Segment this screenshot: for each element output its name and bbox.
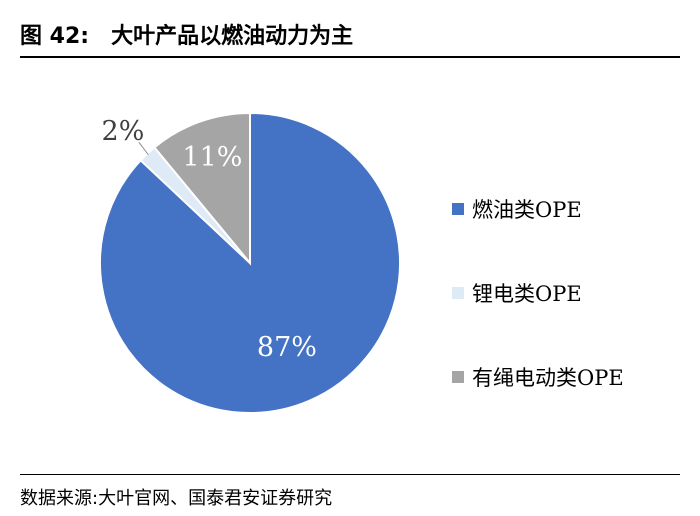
legend-item-fuel: 燃油类OPE [452,194,582,224]
chart-legend: 燃油类OPE 锂电类OPE 有绳电动类OPE [452,0,692,516]
legend-swatch-lithium [452,287,464,299]
legend-label-lithium: 锂电类OPE [472,282,582,306]
figure-title: 大叶产品以燃油动力为主 [111,24,354,49]
legend-label-corded: 有绳电动类OPE [472,366,624,390]
legend-swatch-fuel [452,203,464,215]
legend-label-fuel: 燃油类OPE [472,198,582,222]
figure-label: 图 42: [20,24,90,49]
source-divider [20,474,680,475]
legend-swatch-corded [452,371,464,383]
pie-slice-fuel [99,111,401,414]
leader-line-lithium [138,142,149,156]
title-divider [20,56,680,58]
legend-item-corded: 有绳电动类OPE [452,362,624,392]
legend-item-lithium: 锂电类OPE [452,278,582,308]
figure-title-row: 图 42: 大叶产品以燃油动力为主 [20,14,680,54]
data-label-fuel: 87% [257,332,317,363]
data-label-corded: 11% [182,142,242,173]
data-label-lithium: 2% [102,116,145,147]
pie-slice-corded [152,111,251,266]
source-note: 数据来源:大叶官网、国泰君安证券研究 [20,488,333,509]
